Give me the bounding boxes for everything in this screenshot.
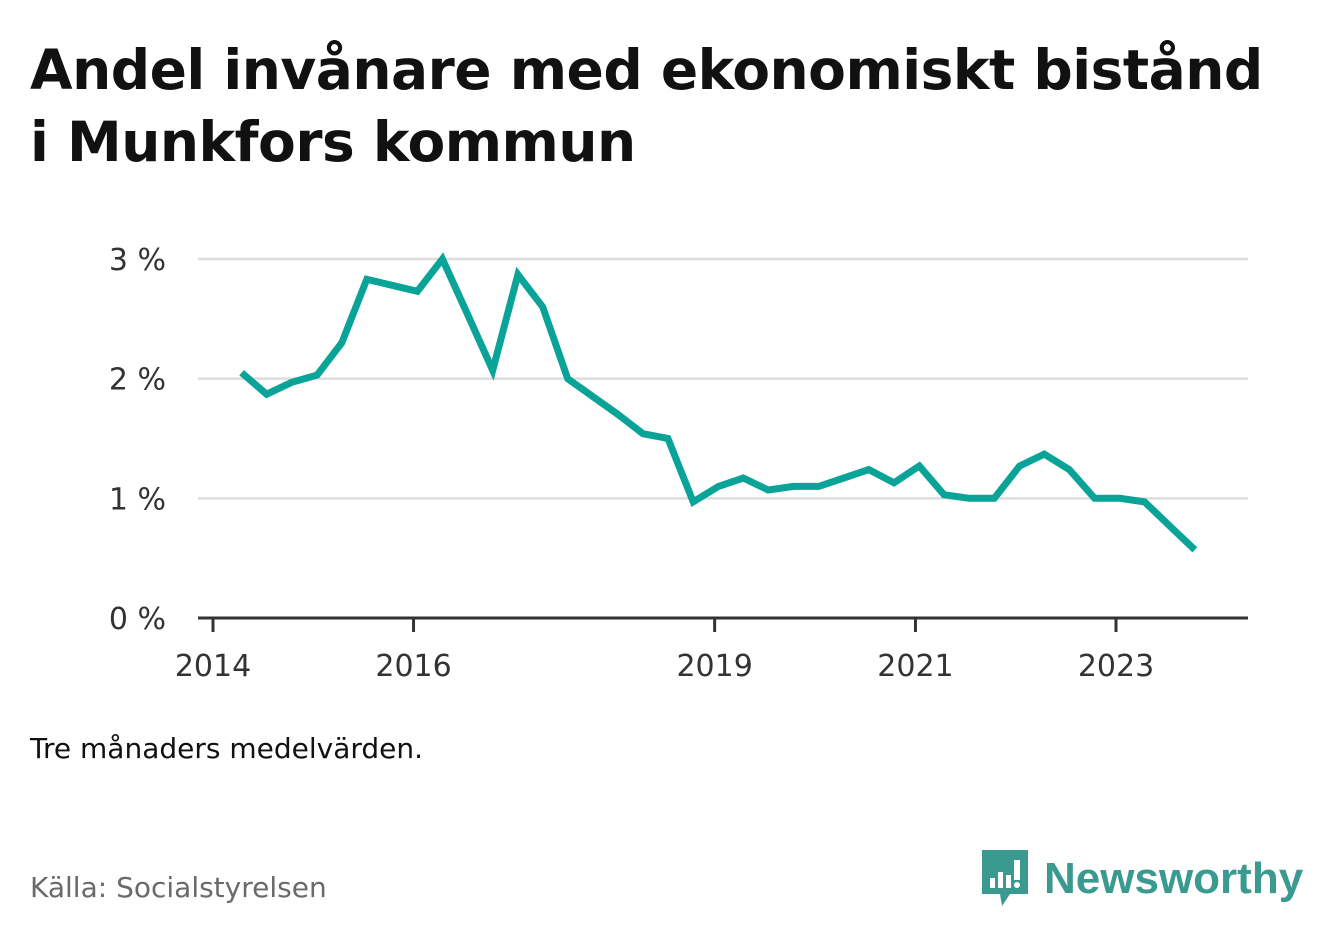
x-tick-label: 2021 [877, 649, 953, 684]
chart-title: Andel invånare med ekonomiskt bistånd i … [30, 38, 1263, 174]
y-tick-label: 0 % [109, 602, 166, 637]
newsworthy-logo-icon [982, 850, 1028, 906]
y-tick-label: 2 % [109, 363, 166, 398]
source-label: Källa: Socialstyrelsen [30, 871, 327, 904]
gridlines [198, 257, 1248, 500]
y-axis-ticks: 0 % 1 % 2 % 3 % [109, 243, 166, 637]
x-tick-label: 2014 [175, 649, 251, 684]
x-tick-label: 2019 [676, 649, 752, 684]
y-tick-label: 1 % [109, 482, 166, 517]
chart-note: Tre månaders medelvärden. [30, 732, 424, 765]
brand-name: Newsworthy [1044, 854, 1304, 903]
line-chart: 0 % 1 % 2 % 3 % 2014 2016 2019 2021 2023 [109, 243, 1248, 684]
y-tick-label: 3 % [109, 243, 166, 278]
x-tick-label: 2016 [375, 649, 451, 684]
x-axis-ticks: 2014 2016 2019 2021 2023 [175, 618, 1154, 684]
brand-logo[interactable]: Newsworthy [980, 848, 1303, 910]
series-line [239, 252, 1198, 553]
series-layer [239, 252, 1198, 553]
x-tick-label: 2023 [1078, 649, 1154, 684]
